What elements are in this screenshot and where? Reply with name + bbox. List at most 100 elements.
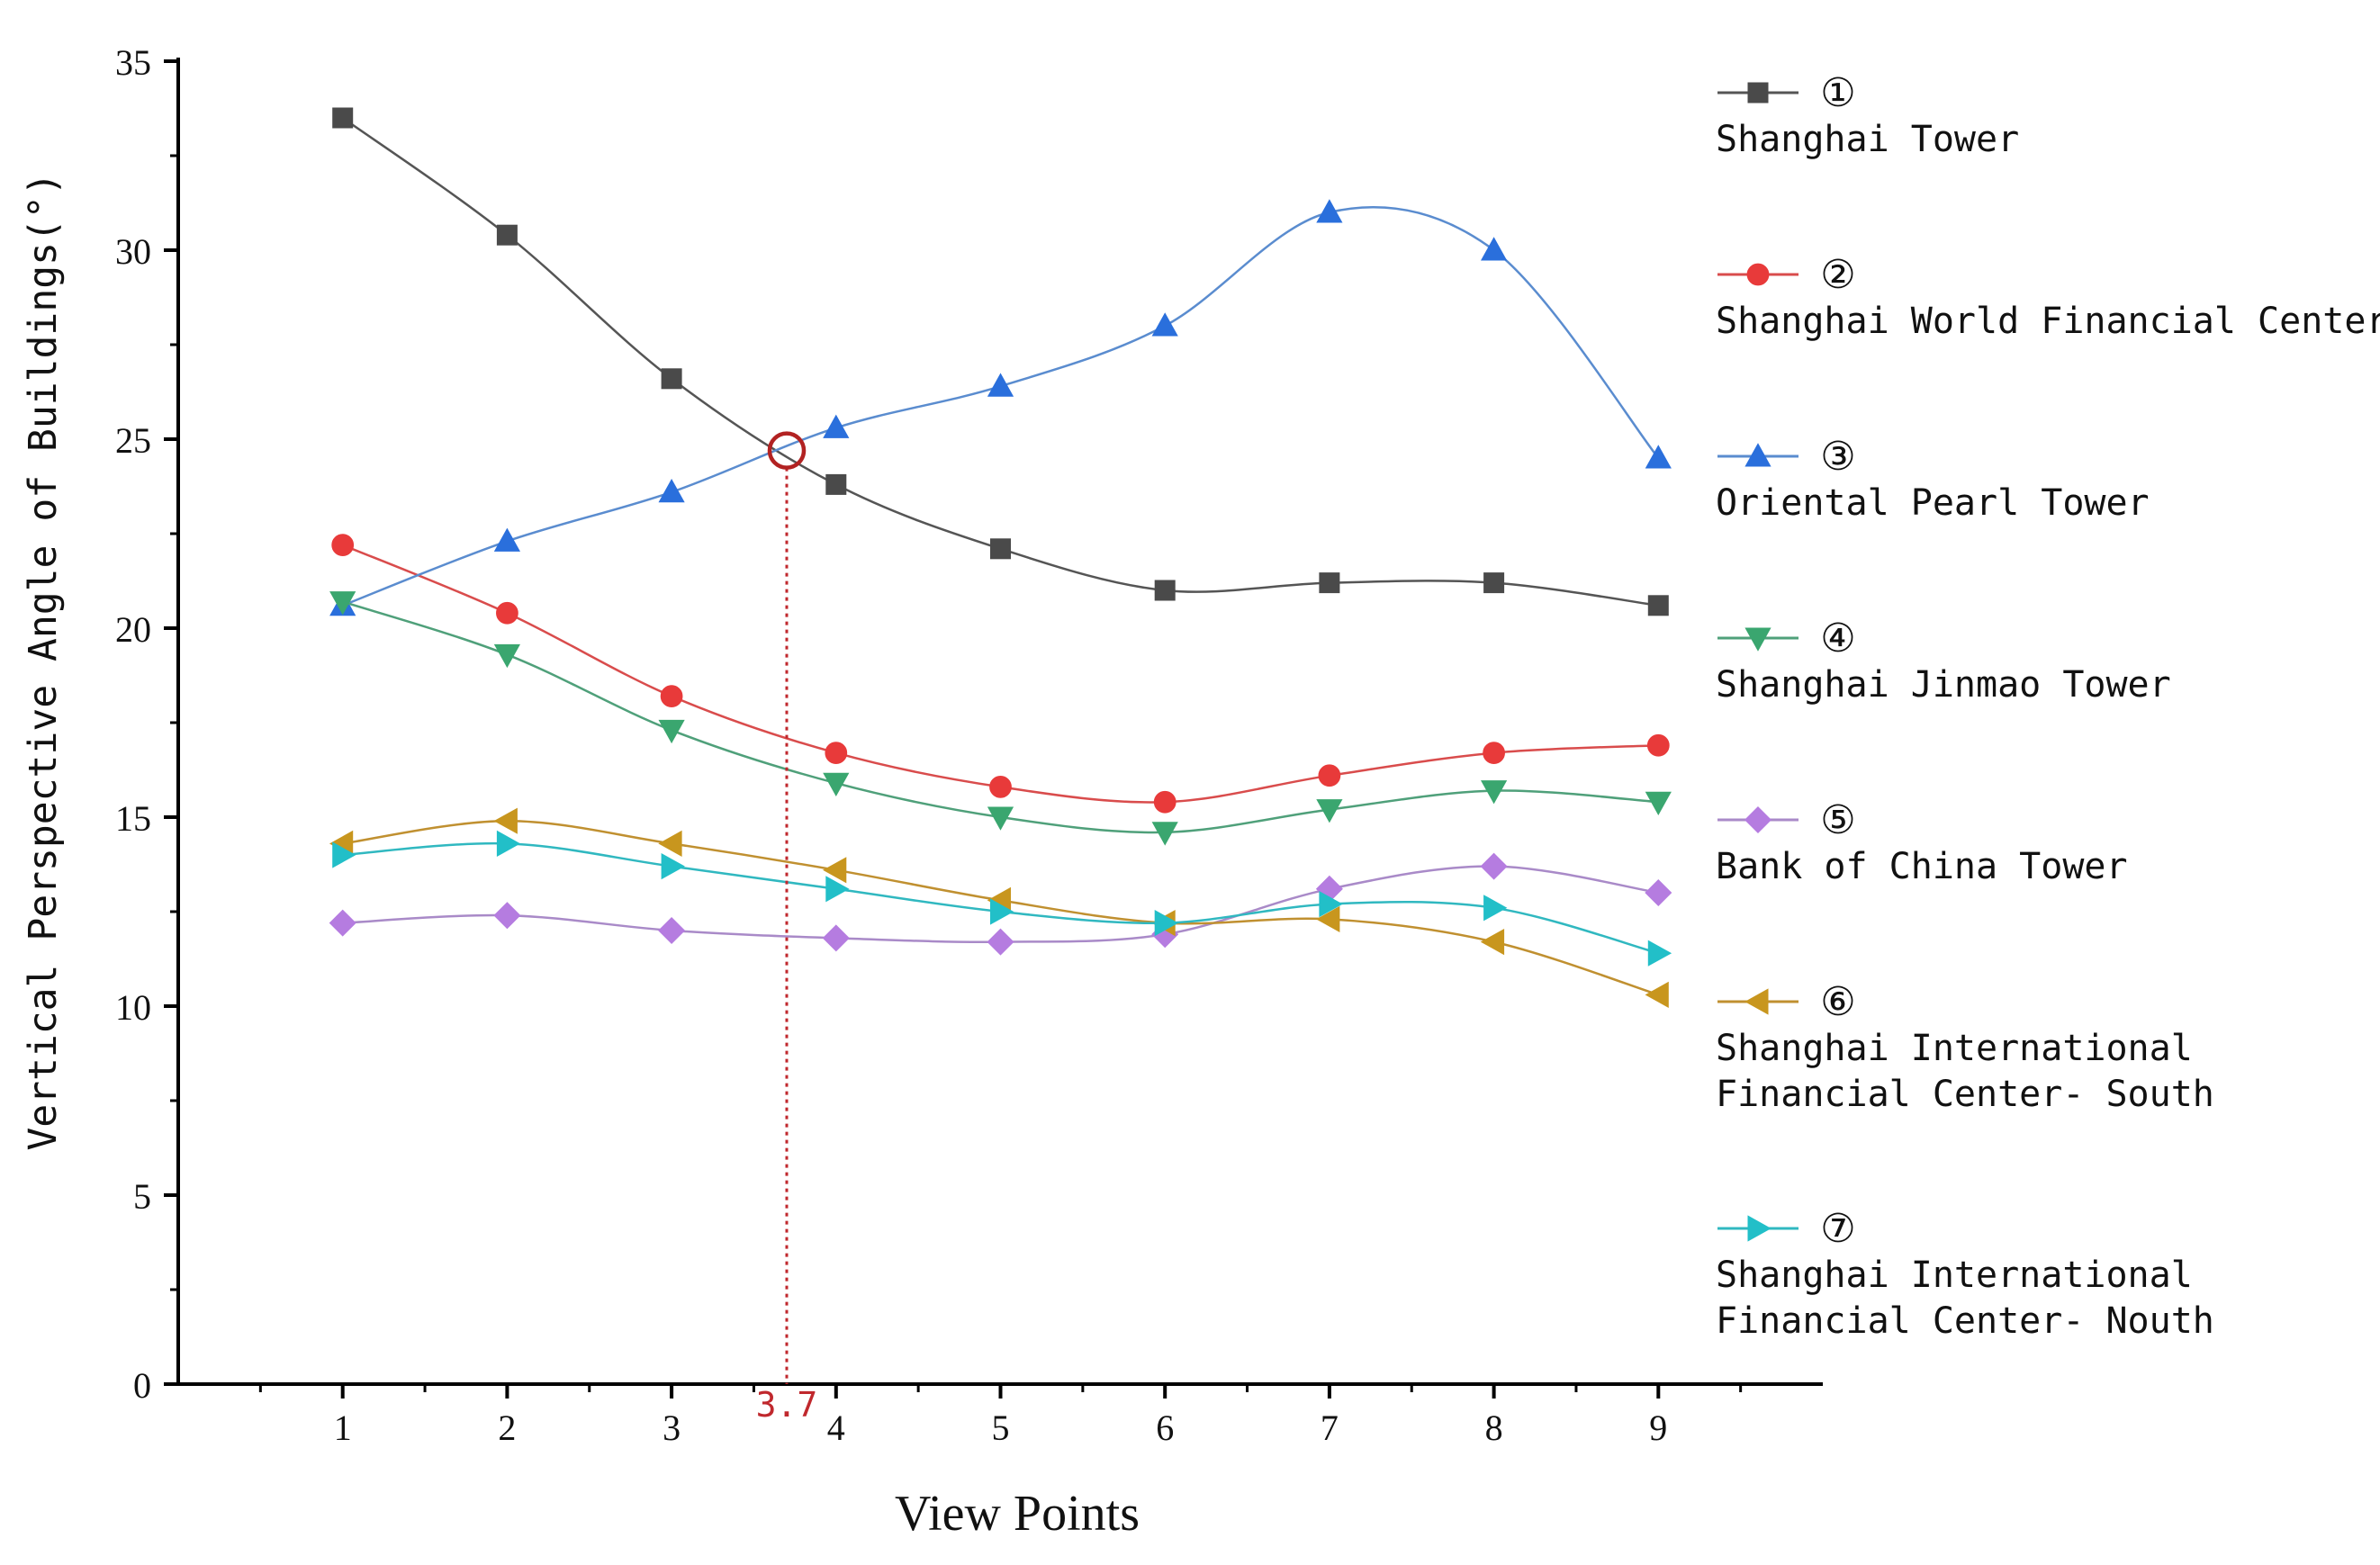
y-tick-label: 35 — [115, 42, 151, 83]
data-point — [987, 373, 1014, 397]
x-tick-label: 2 — [498, 1408, 516, 1448]
legend-number: ③ — [1820, 434, 1855, 480]
data-point — [1645, 878, 1672, 907]
y-tick-label: 5 — [133, 1176, 151, 1217]
data-point — [496, 224, 518, 246]
data-point — [822, 924, 850, 952]
legend-label: Oriental Pearl Tower — [1716, 482, 2150, 524]
data-point — [1481, 780, 1508, 805]
x-tick-label: 4 — [827, 1408, 845, 1448]
data-point — [658, 719, 685, 744]
x-tick-label: 8 — [1485, 1408, 1503, 1448]
data-point — [823, 414, 850, 438]
data-point — [329, 909, 356, 937]
x-tick-label: 5 — [992, 1408, 1010, 1448]
legend-marker — [1744, 443, 1771, 467]
data-point — [1483, 572, 1505, 594]
data-point — [1151, 312, 1178, 337]
data-point — [1316, 905, 1340, 932]
data-point — [332, 107, 354, 129]
x-tick-label: 7 — [1321, 1408, 1339, 1448]
data-point — [1645, 791, 1672, 815]
legend-label: Shanghai International — [1716, 1028, 2193, 1069]
data-point — [1647, 940, 1672, 967]
data-point — [1319, 572, 1340, 594]
series-line — [342, 205, 1660, 607]
data-point — [1153, 790, 1176, 814]
data-point — [1480, 929, 1505, 956]
y-axis-label: Vertical Perspective Angle of Buildings(… — [21, 172, 66, 1150]
y-tick-label: 15 — [115, 798, 151, 839]
legend-number: ① — [1820, 70, 1855, 116]
legend-marker — [1746, 263, 1770, 286]
series-line — [342, 544, 1659, 804]
series-4 — [329, 591, 1672, 846]
x-tick-label: 6 — [1156, 1408, 1174, 1448]
x-tick-label: 3 — [663, 1408, 681, 1448]
x-axis-label: View Points — [895, 1486, 1140, 1542]
data-point — [1645, 981, 1669, 1008]
data-point — [496, 601, 518, 625]
series-7 — [332, 830, 1672, 967]
intersection-circle — [767, 431, 807, 470]
data-point — [493, 643, 520, 669]
data-point — [1154, 580, 1176, 601]
data-point — [1483, 742, 1505, 764]
data-point — [496, 830, 521, 857]
data-point — [1647, 595, 1669, 616]
data-point — [1151, 822, 1178, 846]
legend-label: Shanghai World Financial Center — [1716, 301, 2380, 342]
legend-marker — [1747, 82, 1769, 103]
data-point — [658, 479, 685, 503]
data-point — [990, 898, 1014, 925]
legend-number: ④ — [1820, 616, 1855, 661]
data-point — [661, 368, 682, 390]
series-2 — [331, 534, 1670, 814]
data-point — [823, 772, 850, 796]
legend-marker — [1744, 805, 1772, 834]
reference-value-label: 3.7 — [756, 1385, 818, 1425]
legend-label: Financial Center- South — [1716, 1074, 2214, 1115]
series-1 — [332, 107, 1669, 616]
axes: 0 5 10 15 20 25 30 35 1 2 3 4 5 6 7 8 9 — [115, 42, 1823, 1448]
data-point — [658, 916, 686, 945]
data-point — [825, 876, 850, 903]
data-point — [493, 902, 521, 930]
legend-number: ⑤ — [1820, 797, 1855, 843]
data-point — [825, 742, 848, 764]
data-point — [1316, 199, 1343, 223]
y-tick-label: 10 — [115, 987, 151, 1028]
data-point — [493, 527, 520, 552]
y-tick-label: 30 — [115, 231, 151, 272]
legend-marker — [1744, 627, 1771, 652]
data-point — [987, 928, 1014, 956]
y-tick-label: 20 — [115, 609, 151, 650]
data-point — [661, 853, 685, 880]
series-line — [341, 116, 1659, 607]
data-point — [1154, 910, 1178, 937]
data-point — [825, 473, 847, 495]
data-point — [1483, 895, 1508, 922]
y-tick-label: 0 — [133, 1365, 151, 1406]
data-point — [1481, 237, 1508, 261]
legend-label: Shanghai Jinmao Tower — [1716, 664, 2171, 706]
legend-label: Shanghai International — [1716, 1255, 2193, 1296]
data-point — [1319, 891, 1343, 918]
legend-label: Financial Center- Nouth — [1716, 1300, 2214, 1342]
data-point — [658, 830, 682, 857]
legend-marker — [1747, 1215, 1771, 1242]
data-point — [332, 841, 356, 868]
data-point — [987, 806, 1014, 831]
data-point — [1645, 445, 1672, 469]
data-point — [493, 807, 518, 834]
x-tick-label: 1 — [334, 1408, 352, 1448]
data-point — [989, 776, 1012, 798]
data-point — [823, 857, 847, 884]
